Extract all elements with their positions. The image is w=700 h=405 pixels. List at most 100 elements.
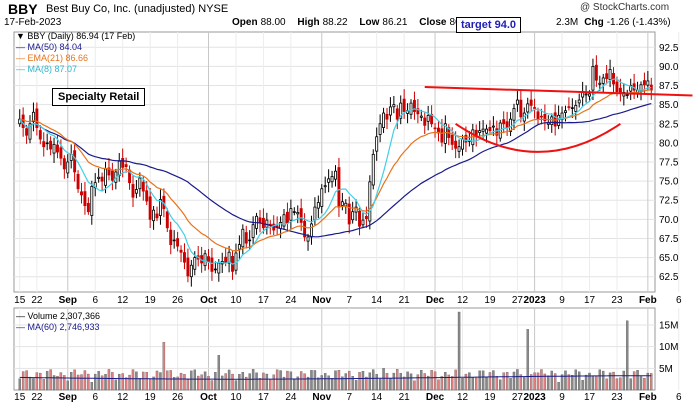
price-tick-label: 67.5 [659, 234, 679, 245]
candle-body [134, 189, 138, 194]
volume-bar [519, 374, 523, 391]
volume-bar [557, 382, 560, 391]
volume-bar [272, 374, 275, 391]
volume-bar [107, 369, 111, 391]
volume-bar [636, 370, 639, 391]
volume-bar [378, 378, 382, 391]
volume-bar [354, 380, 358, 391]
volume-x-tick-label: 17 [584, 392, 596, 403]
candle-body [543, 113, 547, 122]
volume-x-tick-label: 23 [611, 392, 623, 403]
candle-body [210, 257, 214, 272]
x-tick-label: 24 [285, 295, 297, 306]
volume-bar [32, 378, 35, 391]
volume-bar [584, 374, 588, 391]
volume-bar [248, 373, 251, 391]
volume-bar [485, 377, 488, 391]
candle-body [539, 115, 543, 118]
volume-bar [595, 375, 598, 391]
candle-body [505, 121, 509, 128]
candle-body [203, 253, 207, 267]
volume-x-tick-label: Nov [312, 392, 331, 403]
candle-body [289, 208, 293, 221]
volume-bar [90, 382, 94, 391]
candle-body [402, 98, 406, 112]
candle-body [491, 125, 495, 128]
candle-body [385, 113, 389, 120]
volume-bar [402, 376, 406, 391]
candle-body [265, 219, 269, 228]
candle-body [213, 268, 217, 271]
high-label: High [297, 17, 320, 28]
candle-body [100, 176, 104, 182]
price-tick-label: 87.5 [659, 81, 679, 92]
volume-bar [396, 369, 399, 391]
volume-bar [21, 371, 25, 391]
volume-bar [509, 378, 512, 391]
resistance-line [424, 86, 693, 97]
volume-bar [193, 369, 196, 391]
volume-bar [124, 377, 128, 391]
x-tick-label: 7 [346, 295, 352, 306]
volume-x-tick-label: 9 [559, 392, 565, 403]
candle-body [337, 167, 341, 208]
volume-bar [375, 374, 378, 391]
volume-bar [602, 370, 605, 391]
candle-body [347, 203, 351, 225]
volume-bar [454, 369, 457, 391]
candle-body [42, 141, 46, 148]
volume-bar [238, 374, 241, 391]
volume-bar [450, 376, 454, 391]
candle-body [564, 110, 567, 113]
candle-body [412, 99, 416, 112]
volume-tick-label: 15M [659, 321, 678, 332]
volume-bar [293, 379, 296, 391]
ma50-line [19, 103, 652, 238]
volume-bar [100, 375, 104, 391]
candle-body [323, 185, 327, 188]
candle-body [28, 123, 32, 140]
stockcharts-watermark: @ StockCharts.com [580, 2, 670, 13]
candle-body [351, 211, 355, 221]
volume-bar [413, 380, 416, 391]
price-tick-label: 90.0 [659, 62, 679, 73]
volume-bar [650, 373, 653, 391]
volume-bar [176, 376, 179, 391]
candle-body [299, 208, 303, 223]
volume-bar [588, 372, 591, 391]
volume-bar [639, 376, 643, 391]
volume-bar [505, 372, 509, 391]
candle-body [395, 108, 399, 120]
volume-bar [42, 379, 45, 391]
volume-bar [262, 372, 265, 391]
candle-body [97, 176, 101, 179]
volume-bar [135, 371, 138, 391]
volume-bar [351, 376, 354, 391]
chart-header: BBY Best Buy Co, Inc. (unadjusted) NYSE … [0, 0, 700, 32]
volume-bar [35, 372, 39, 391]
volume-x-tick-label: 27 [512, 392, 524, 403]
candle-body [121, 158, 125, 168]
volume-bar [478, 370, 481, 391]
candle-body [512, 108, 516, 121]
volume-bar [612, 371, 615, 391]
volume-bar [196, 375, 200, 391]
volume-x-tick-label: 2023 [523, 392, 546, 403]
candle-body [461, 138, 464, 150]
legend-ma50: — MA(50) 84.04 [16, 42, 83, 52]
volume-bar [553, 373, 557, 391]
volume-bar [155, 370, 159, 391]
candle-body [73, 150, 77, 173]
low-label: Low [359, 17, 380, 28]
volume-bar [385, 373, 389, 391]
close-value: 86 [449, 17, 460, 28]
price-tick-label: 65.0 [659, 253, 679, 264]
volume-bar [289, 371, 293, 391]
volume-bar [608, 372, 612, 391]
volume-bar [330, 378, 334, 391]
volume-bar [172, 377, 176, 391]
volume-bar [323, 373, 327, 391]
candle-body [567, 106, 571, 108]
candle-body [419, 115, 423, 118]
candle-body [244, 232, 248, 244]
